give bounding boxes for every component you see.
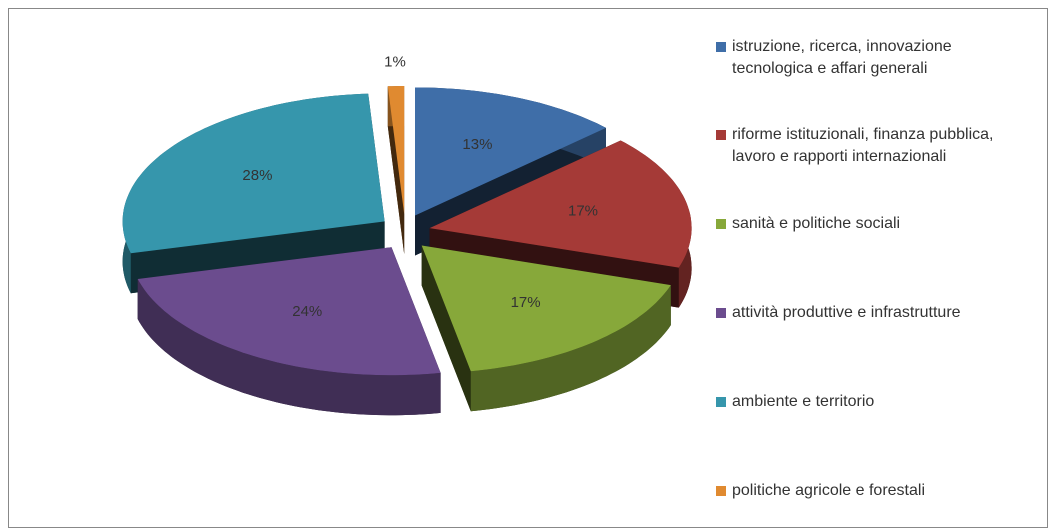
slice-top bbox=[122, 93, 385, 254]
legend-swatch bbox=[716, 486, 726, 496]
slice-top bbox=[137, 247, 441, 376]
slice-radial-side bbox=[387, 86, 405, 254]
slice bbox=[421, 245, 671, 412]
slice-top bbox=[415, 87, 606, 216]
slice-top bbox=[429, 140, 692, 268]
slice bbox=[122, 93, 385, 294]
legend-swatch bbox=[716, 308, 726, 318]
legend-label: riforme istituzionali, finanza pubblica,… bbox=[732, 126, 994, 165]
legend-swatch bbox=[716, 397, 726, 407]
legend-swatch bbox=[716, 130, 726, 140]
legend-swatch bbox=[716, 219, 726, 229]
legend-swatch bbox=[716, 42, 726, 52]
legend-item: ambiente e territorio bbox=[716, 391, 1016, 413]
slice-outer-side bbox=[137, 279, 441, 416]
slice-top bbox=[421, 245, 671, 372]
legend-label: sanità e politiche sociali bbox=[732, 215, 901, 232]
data-label: 17% bbox=[511, 294, 541, 311]
legend-label: politiche agricole e forestali bbox=[732, 482, 925, 499]
data-label: 28% bbox=[242, 167, 272, 184]
slice-radial-side bbox=[421, 245, 471, 412]
legend-item: sanità e politiche sociali bbox=[716, 213, 1016, 235]
slice-top bbox=[387, 86, 405, 214]
slice bbox=[137, 247, 441, 416]
chart: 13% 17% 17% 24% 28% 1% bbox=[122, 54, 692, 416]
legend-label: attività produttive e infrastrutture bbox=[732, 304, 961, 321]
data-label: 1% bbox=[384, 54, 406, 71]
data-label: 17% bbox=[568, 202, 598, 219]
data-label: 13% bbox=[462, 136, 492, 153]
slice bbox=[387, 86, 405, 254]
legend-item: attività produttive e infrastrutture bbox=[716, 302, 1016, 324]
slice-outer-side bbox=[470, 285, 671, 412]
legend-label: ambiente e territorio bbox=[732, 393, 875, 410]
legend-item: riforme istituzionali, finanza pubblica,… bbox=[716, 124, 1016, 168]
legend-item: istruzione, ricerca, innovazione tecnolo… bbox=[716, 36, 1016, 80]
legend-item: politiche agricole e forestali bbox=[716, 480, 1016, 502]
legend-label: istruzione, ricerca, innovazione tecnolo… bbox=[732, 38, 952, 77]
page: {"chart_data": {"type": "pie", "categori… bbox=[8, 8, 1048, 528]
data-label: 24% bbox=[292, 303, 322, 320]
